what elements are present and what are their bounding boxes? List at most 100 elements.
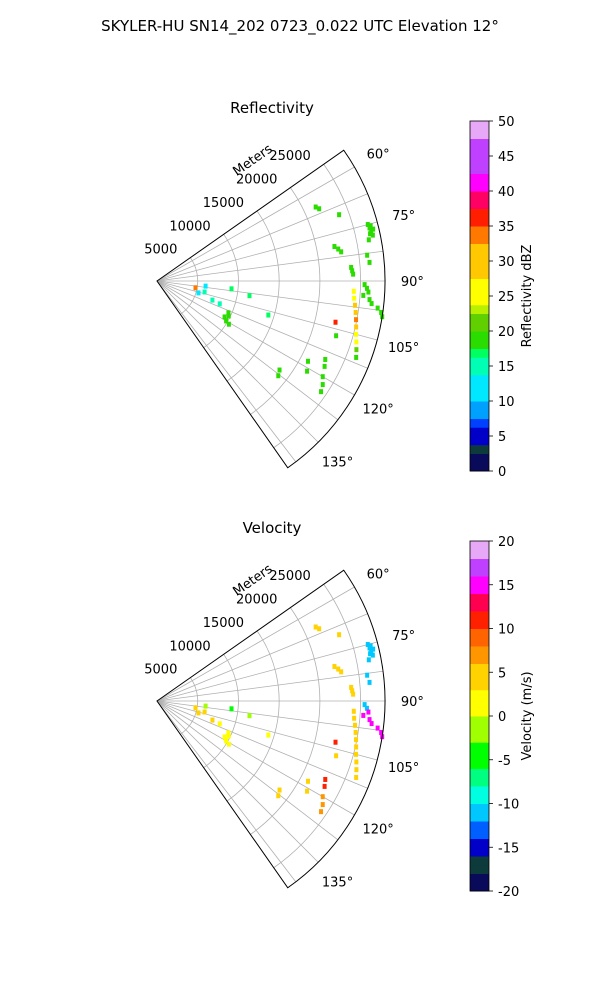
colorbar-segment [470,681,489,691]
colorbar-segment [470,786,489,796]
colorbar-segment [470,541,489,551]
echo-gate [203,283,208,289]
colorbar-segment [470,217,489,227]
echo-gate [226,313,231,319]
echo-gate [352,295,357,301]
azimuth-tick-label: 60° [367,567,390,582]
echo-gate [366,237,371,243]
colorbar-segment [470,129,489,139]
echo-gate [320,382,325,388]
echo-gate [361,712,366,718]
colorbar-segment [470,182,489,192]
colorbar-segment [470,418,489,428]
azimuth-tick-label: 120° [362,403,393,418]
colorbar-segment [470,436,489,446]
range-tick-label: 10000 [169,639,210,654]
echo-gate [362,282,367,288]
panel-title: Velocity [243,519,302,537]
echo-gate [375,305,380,311]
echo-gate [367,717,372,723]
colorbar-segment [470,252,489,262]
colorbar-segment [470,392,489,402]
echo-gate [266,732,271,738]
colorbar-segment [470,593,489,603]
colorbar-segment [470,628,489,638]
echo-gate [350,268,355,274]
colorbar-segment [470,882,489,892]
azimuth-gridline [156,700,384,732]
echo-gate [349,264,354,270]
echo-gate [334,333,339,339]
colorbar-tick-label: 5 [498,430,506,445]
echo-gate [313,204,318,210]
echo-gate [367,297,372,303]
colorbar-segment [470,427,489,437]
echo-gate [354,737,359,743]
azimuth-tick-label: 105° [388,761,419,776]
echo-gate [365,252,370,258]
echo-gate [375,725,380,731]
colorbar-segment [470,156,489,166]
colorbar-label: Velocity (m/s) [520,671,535,760]
azimuth-gridline [156,280,297,463]
echo-gate [319,389,324,395]
panel-title: Reflectivity [230,99,314,117]
echo-gate [365,642,370,648]
colorbar-tick-label: 20 [498,535,515,550]
echo-gate [317,206,322,212]
echo-gate [320,794,325,800]
echo-gate [276,373,281,379]
colorbar-tick-label: 35 [498,220,515,235]
echo-gate [323,776,328,782]
azimuth-tick-label: 90° [401,275,424,290]
echo-gate [196,710,201,716]
colorbar-segment [470,663,489,673]
echo-gate [367,225,372,231]
echo-gate [224,738,229,744]
echo-gate [354,347,359,353]
range-tick-label: 5000 [144,243,177,258]
echo-gate [323,356,328,362]
echo-gate [353,751,358,757]
colorbar-tick-label: 10 [498,623,515,638]
azimuth-gridline [156,166,355,282]
azimuth-tick-label: 105° [388,341,419,356]
colorbar-segment [470,698,489,708]
colorbar-segment [470,173,489,183]
colorbar-segment [470,619,489,629]
colorbar-tick-label: -10 [498,798,519,813]
azimuth-gridline [156,280,384,312]
colorbar-segment [470,637,489,647]
colorbar-tick-label: 40 [498,185,515,200]
range-tick-label: 15000 [203,196,244,211]
colorbar-segment [470,313,489,323]
range-gridline [226,210,280,382]
azimuth-tick-label: 135° [322,876,353,891]
echo-gate [247,293,252,299]
echo-gate [366,289,371,295]
colorbar-segment [470,864,489,874]
azimuth-gridline [156,700,319,863]
colorbar-segment [470,777,489,787]
colorbar-tick-label: 50 [498,115,515,130]
colorbar-segment [470,733,489,743]
colorbar-segment [470,576,489,586]
colorbar-segment [470,401,489,411]
echo-gate [369,721,374,727]
echo-gate [365,222,370,228]
range-tick-label: 15000 [203,616,244,631]
colorbar-segment [470,199,489,209]
echo-gate [337,212,342,218]
range-gridline [203,654,239,769]
echo-gate [354,339,359,345]
echo-gate [203,703,208,709]
echo-gate [305,358,310,364]
range-tick-label: 20000 [236,593,277,608]
colorbar-segment [470,602,489,612]
echo-gate [349,684,354,690]
echo-gate [226,733,231,739]
azimuth-tick-label: 120° [362,823,393,838]
echo-gate [354,354,359,360]
